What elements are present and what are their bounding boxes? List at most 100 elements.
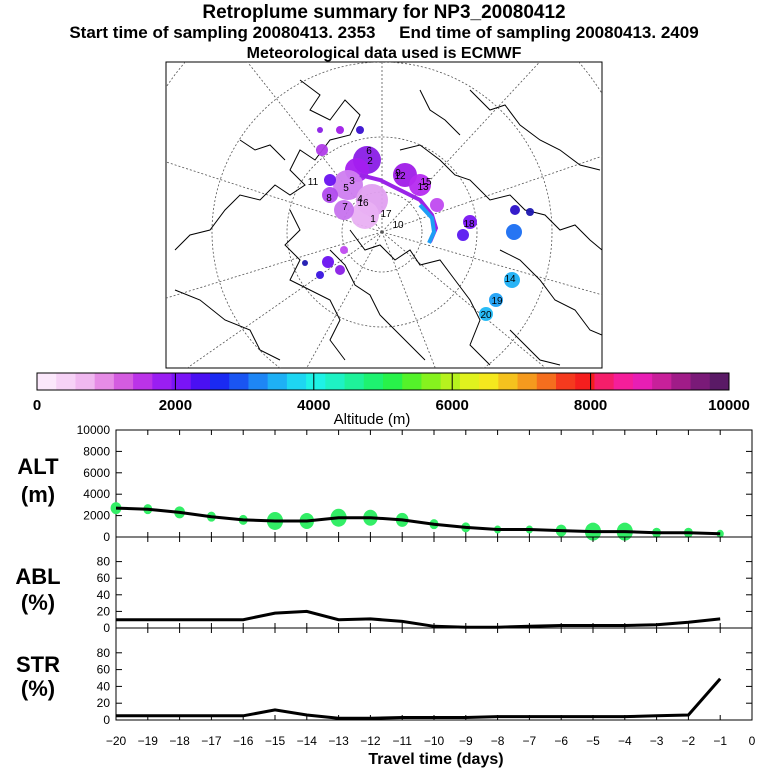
plume-marker (356, 126, 364, 134)
plume-day-label: 20 (480, 310, 492, 321)
colorbar-swatch (594, 373, 615, 390)
plume-centroid-path-recent (418, 203, 437, 244)
y-tick-label: 60 (97, 571, 111, 585)
colorbar-swatch (402, 373, 422, 390)
plume-day-label: 5 (343, 183, 349, 194)
x-tick-label: −2 (682, 734, 696, 748)
y-tick-label: 8000 (83, 444, 110, 458)
x-tick-label: −7 (523, 734, 537, 748)
plume-marker (430, 198, 444, 212)
panel-frame (115, 536, 753, 629)
plume-marker (489, 293, 503, 307)
plume-day-label: 17 (380, 209, 392, 220)
end-time-label: End time of sampling 20080413. 2409 (399, 23, 699, 42)
colorbar-swatch (75, 373, 96, 390)
colorbar-swatch (306, 373, 326, 390)
colorbar-swatch (113, 373, 134, 390)
x-tick-label: −10 (424, 734, 445, 748)
plume-marker (317, 127, 323, 133)
plume-day-label: 1 (370, 214, 376, 225)
y-tick-label: 40 (97, 679, 111, 693)
y-tick-label: 0 (103, 621, 110, 635)
y-tick-label: 60 (97, 663, 111, 677)
plume-day-label: 9 (395, 168, 401, 179)
x-tick-label: −12 (360, 734, 381, 748)
plume-marker (463, 215, 477, 229)
x-tick-label: −13 (328, 734, 349, 748)
plume-marker (340, 246, 348, 254)
colorbar-swatch (671, 373, 692, 390)
colorbar-swatch (690, 373, 711, 390)
y-axis-unit: (%) (21, 590, 55, 615)
plume-day-label: 12 (394, 171, 406, 182)
colorbar-swatch (286, 373, 307, 390)
x-tick-label: −15 (265, 734, 286, 748)
plume-day-label: 2 (367, 156, 373, 167)
colorbar-swatch (171, 373, 192, 390)
plume-day-label: 16 (357, 198, 369, 209)
start-time-label: Start time of sampling 20080413. 2353 (69, 23, 376, 42)
met-data-label: Meteorological data used is ECMWF (246, 45, 522, 62)
x-tick-label: −5 (586, 734, 600, 748)
plume-day-label: 7 (342, 202, 348, 213)
plume-day-label: 13 (417, 182, 429, 193)
colorbar-swatch (190, 373, 211, 390)
colorbar-swatch (459, 373, 480, 390)
colorbar-swatch (152, 373, 173, 390)
x-tick-label: −3 (650, 734, 664, 748)
plume-day-label: 3 (349, 176, 355, 187)
colorbar-swatch (94, 373, 115, 390)
y-tick-label: 0 (103, 713, 110, 727)
plume-marker (336, 126, 344, 134)
colorbar-swatch (248, 373, 269, 390)
plume-day-label: 11 (308, 177, 319, 188)
altitude-colorbar: 0 2000 4000 6000 8000 10000 Altitude (m) (33, 372, 750, 428)
x-tick-label: −16 (233, 734, 254, 748)
colorbar-swatch (325, 373, 346, 390)
plume-day-label: 6 (366, 146, 372, 157)
plume-marker (504, 272, 520, 288)
colorbar-swatch (556, 373, 576, 390)
y-tick-label: 20 (97, 696, 111, 710)
plume-day-label: 8 (326, 193, 332, 204)
plume-marker (510, 205, 520, 215)
colorbar-tick-label: 10000 (708, 397, 750, 414)
plume-marker (333, 170, 363, 200)
plume-marker (409, 174, 431, 196)
y-tick-label: 10000 (77, 423, 111, 437)
x-tick-label: −6 (554, 734, 568, 748)
x-tick-label: −8 (491, 734, 505, 748)
plume-day-label: 4 (357, 194, 363, 205)
y-axis-unit: (%) (21, 676, 55, 701)
panel-frame (115, 627, 753, 721)
plume-marker (322, 187, 338, 203)
plume-marker (302, 260, 308, 266)
x-tick-label: −20 (106, 734, 127, 748)
colorbar-swatch (575, 373, 595, 390)
colorbar-frame (36, 372, 730, 391)
y-tick-label: 40 (97, 588, 111, 602)
colorbar-swatch (498, 373, 519, 390)
chart-title: Retroplume summary for NP3_20080412 (202, 2, 566, 23)
colorbar-tick-label: 0 (33, 397, 41, 414)
y-tick-label: 80 (97, 646, 111, 660)
colorbar-swatch (517, 373, 538, 390)
plume-day-label: 15 (420, 177, 432, 188)
y-tick-label: 2000 (83, 509, 110, 523)
colorbar-swatch (709, 373, 730, 390)
colorbar-swatch (133, 373, 153, 390)
plume-day-label: 18 (463, 219, 475, 230)
colorbar-swatch (632, 373, 653, 390)
y-tick-label: 4000 (83, 487, 110, 501)
y-tick-label: 0 (103, 530, 110, 544)
colorbar-swatch (421, 373, 442, 390)
x-tick-label: 0 (749, 734, 756, 748)
chart-panel-alt: 0 2000 4000 6000 8000 10000 ALT (m) (17, 423, 753, 544)
colorbar-swatch (267, 373, 288, 390)
plume-marker (457, 229, 469, 241)
x-tick-label: −18 (169, 734, 190, 748)
colorbar-tick-label: 6000 (436, 397, 469, 414)
